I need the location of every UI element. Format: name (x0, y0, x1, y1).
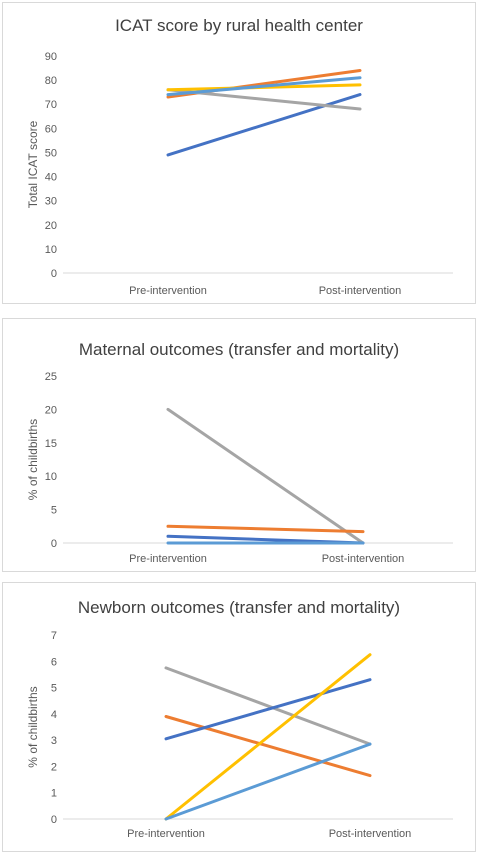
newborn-series-line-3 (164, 678, 372, 741)
icat-y-tick-label: 60 (45, 123, 57, 135)
chart-panel-icat: ICAT score by rural health center 0 10 20 30… (2, 2, 476, 304)
icat-y-tick-label: 20 (45, 220, 57, 232)
newborn-y-tick-label: 4 (51, 709, 57, 721)
newborn-y-tick-label: 5 (51, 683, 57, 695)
newborn-y-tick-label: 3 (51, 735, 57, 747)
chart-panel-maternal: Maternal outcomes (transfer and mortalit… (2, 318, 476, 572)
maternal-x-category-label: Post-intervention (322, 553, 405, 565)
newborn-y-tick-label: 0 (51, 814, 57, 826)
icat-y-tick-label: 30 (45, 196, 57, 208)
newborn-chart-svg: Newborn outcomes (transfer and mortality… (26, 598, 453, 840)
icat-y-tick-label: 40 (45, 172, 57, 184)
maternal-y-axis-title: % of childbirths (26, 419, 40, 500)
icat-series-line-1 (166, 93, 362, 157)
icat-x-category-label: Post-intervention (319, 285, 402, 297)
maternal-series-line-1 (166, 407, 365, 545)
maternal-y-tick-label: 10 (45, 471, 57, 483)
maternal-x-category-label: Pre-intervention (129, 553, 207, 565)
icat-y-tick-label: 90 (45, 51, 57, 63)
icat-y-tick-label: 50 (45, 147, 57, 159)
newborn-y-tick-label: 6 (51, 656, 57, 668)
icat-chart-svg: ICAT score by rural health center 0 10 20 30… (26, 16, 453, 297)
maternal-y-tick-label: 0 (51, 538, 57, 550)
newborn-series-line-4 (164, 653, 372, 821)
icat-y-tick-label: 80 (45, 75, 57, 87)
chart-panel-newborn: Newborn outcomes (transfer and mortality… (2, 582, 476, 852)
maternal-y-tick-label: 25 (45, 371, 57, 383)
newborn-x-category-label: Pre-intervention (127, 828, 205, 840)
icat-x-category-label: Pre-intervention (129, 285, 207, 297)
newborn-series-line-1 (164, 666, 372, 746)
newborn-y-tick-label: 7 (51, 630, 57, 642)
newborn-y-tick-label: 2 (51, 761, 57, 773)
newborn-series-line-2 (164, 715, 372, 778)
maternal-y-tick-label: 5 (51, 505, 57, 517)
maternal-y-tick-label: 20 (45, 404, 57, 416)
newborn-y-tick-label: 1 (51, 788, 57, 800)
newborn-series-line-5 (164, 742, 372, 821)
icat-y-tick-label: 70 (45, 99, 57, 111)
newborn-y-axis-title: % of childbirths (26, 686, 40, 767)
newborn-chart-title: Newborn outcomes (transfer and mortality… (78, 598, 400, 617)
icat-series-line-5 (166, 76, 362, 97)
icat-y-axis-title: Total ICAT score (26, 120, 40, 208)
icat-y-tick-label: 10 (45, 244, 57, 256)
maternal-chart-svg: Maternal outcomes (transfer and mortalit… (26, 340, 453, 565)
maternal-y-tick-label: 15 (45, 438, 57, 450)
icat-y-tick-label: 0 (51, 268, 57, 280)
newborn-x-category-label: Post-intervention (329, 828, 412, 840)
icat-chart-title: ICAT score by rural health center (115, 16, 363, 35)
maternal-chart-title: Maternal outcomes (transfer and mortalit… (79, 340, 399, 359)
maternal-series-line-2 (166, 524, 365, 534)
